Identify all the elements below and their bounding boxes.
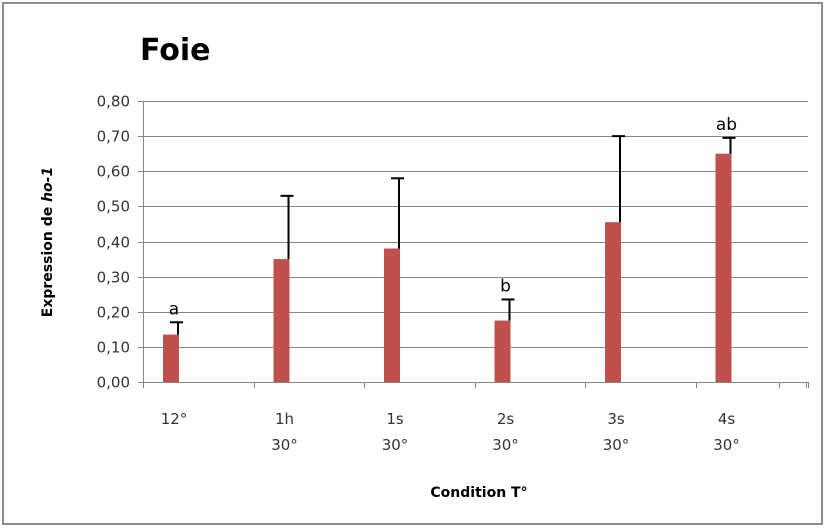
x-tick-label: 30° (713, 436, 740, 454)
y-tick-label: 0,30 (97, 269, 130, 287)
bar (384, 248, 400, 382)
y-axis-title-gene: ho-1 (40, 167, 56, 202)
x-tick-label: 4s (718, 410, 736, 428)
y-tick-label: 0,50 (97, 198, 130, 216)
bar (494, 320, 511, 382)
y-tick-label: 0,40 (97, 234, 130, 252)
x-axis-ticks: 12° 1h 30° 1s 30° 2s 30° 3s 30° 4s 30° (161, 410, 740, 454)
y-axis-ticks: 0,00 0,10 0,20 0,30 0,40 0,50 0,60 0,70 0,80 (97, 93, 130, 392)
x-tick-label: 1h (275, 410, 294, 428)
x-tick-label: 30° (271, 436, 298, 454)
y-tick-label: 0,00 (97, 374, 130, 392)
gridlines (138, 101, 809, 388)
y-axis-title-prefix: Expression de (40, 202, 56, 317)
y-tick-label: 0,80 (97, 93, 130, 111)
x-tick-label: 12° (161, 410, 188, 428)
x-tick-label: 30° (382, 436, 409, 454)
bar (273, 259, 290, 382)
x-tick-label: 1s (386, 410, 404, 428)
x-axis-title: Condition T° (430, 485, 527, 501)
y-tick-label: 0,60 (97, 163, 130, 181)
y-tick-label: 0,20 (97, 304, 130, 322)
x-tick-label: 30° (492, 436, 519, 454)
x-tick-label: 2s (497, 410, 515, 428)
x-tick-label: 30° (603, 436, 630, 454)
significance-label: b (500, 276, 511, 296)
y-tick-label: 0,10 (97, 339, 130, 357)
significance-label: ab (716, 115, 737, 135)
bar (605, 222, 621, 382)
y-axis-title: Expression de ho-1 (40, 167, 56, 317)
x-tick-label: 3s (607, 410, 625, 428)
bar (715, 153, 732, 382)
bar (163, 334, 179, 382)
y-tick-label: 0,70 (97, 128, 130, 146)
chart-title: Foie (140, 33, 211, 68)
significance-label: a (169, 299, 179, 319)
